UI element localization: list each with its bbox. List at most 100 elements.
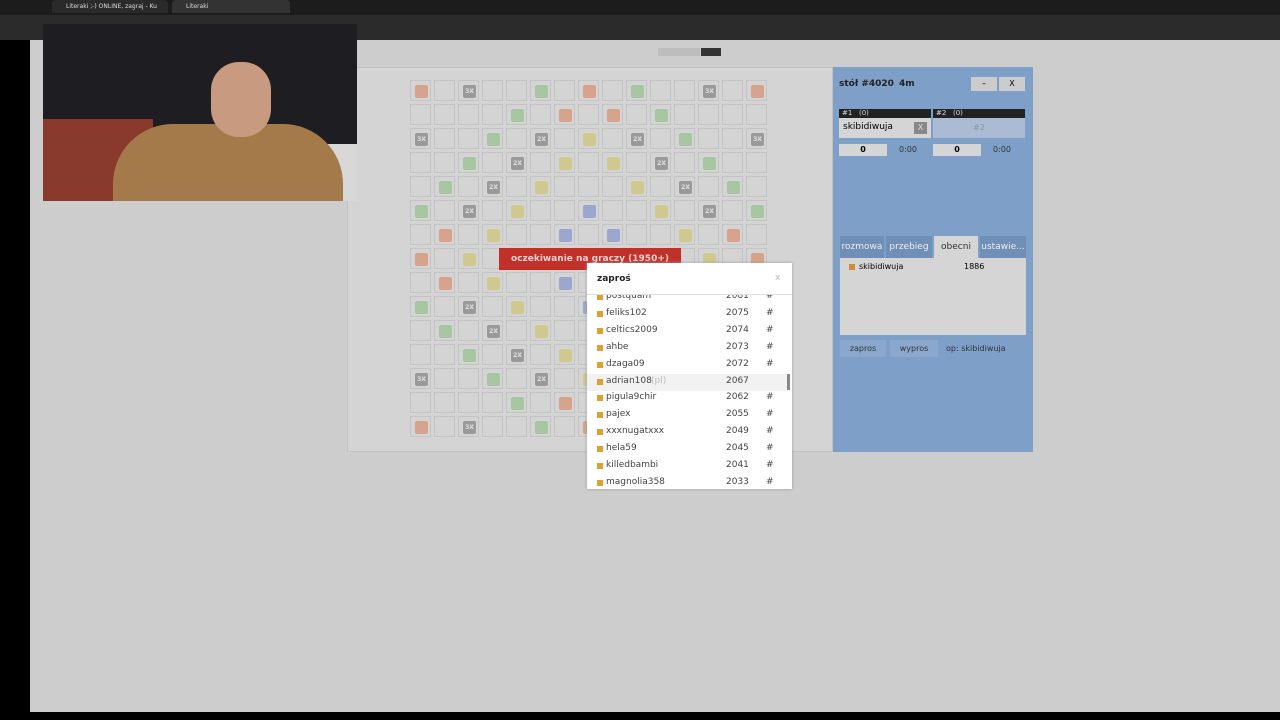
- premium-square: [535, 325, 548, 338]
- invite-row[interactable]: postquam 2081 #: [587, 295, 787, 306]
- panel-tab[interactable]: ustawie...: [980, 236, 1026, 258]
- left-edge: [0, 40, 30, 720]
- invite-dialog: zaproś x postquam 2081 # feliks102 2075 # celt…: [587, 263, 792, 489]
- premium-square: 3X: [751, 133, 764, 146]
- board-cell: 2X: [626, 128, 647, 149]
- board-cell: [698, 128, 719, 149]
- invite-row[interactable]: feliks102 2075 #: [587, 306, 787, 323]
- board-cell: [746, 104, 767, 125]
- board-cell: [578, 128, 599, 149]
- board-cell: [410, 104, 431, 125]
- invite-action[interactable]: #: [766, 307, 774, 318]
- board-cell: [674, 128, 695, 149]
- board-cell: [602, 128, 623, 149]
- user-name: adrian108: [606, 375, 652, 386]
- board-cell: [626, 80, 647, 101]
- board-cell: 2X: [530, 128, 551, 149]
- invite-action[interactable]: #: [766, 392, 774, 403]
- board-cell: [410, 416, 431, 437]
- premium-square: 3X: [415, 373, 428, 386]
- table-time: 4m: [899, 79, 915, 89]
- board-cell: [554, 296, 575, 317]
- invite-action[interactable]: #: [766, 341, 774, 352]
- invite-row[interactable]: xxxnugatxxx 2049 #: [587, 424, 787, 441]
- panel-tab[interactable]: przebieg: [886, 236, 932, 258]
- premium-square: [511, 205, 524, 218]
- invite-row[interactable]: ahbe 2073 #: [587, 340, 787, 357]
- premium-square: [463, 157, 476, 170]
- invite-action[interactable]: #: [766, 460, 774, 470]
- invite-row[interactable]: dzaga09 2072 #: [587, 357, 787, 374]
- user-rating: 2081: [726, 295, 749, 301]
- invite-action[interactable]: #: [766, 443, 774, 454]
- minimize-button[interactable]: –: [971, 77, 997, 91]
- invite-action[interactable]: #: [766, 295, 774, 301]
- board-cell: [698, 152, 719, 173]
- webcam-person: [113, 124, 343, 201]
- player-name[interactable]: #2: [933, 118, 1025, 138]
- browser-tab[interactable]: Literaki ;-) ONLINE, zagraj - Ku: [52, 0, 168, 13]
- dialog-title: zaproś: [597, 274, 631, 284]
- premium-square: [559, 229, 572, 242]
- kick-out-button[interactable]: wypros: [890, 340, 938, 357]
- invite-row[interactable]: celtics2009 2074 #: [587, 323, 787, 340]
- invite-row[interactable]: killedbambi 2041 #: [587, 458, 787, 475]
- board-cell: 3X: [458, 80, 479, 101]
- invite-action[interactable]: #: [766, 426, 774, 437]
- board-cell: [410, 272, 431, 293]
- invite-action[interactable]: #: [766, 324, 774, 335]
- premium-square: 2X: [631, 133, 644, 146]
- browser-tab[interactable]: Literaki: [172, 0, 290, 13]
- board-cell: [650, 224, 671, 245]
- close-button[interactable]: X: [999, 77, 1025, 91]
- user-name: pigula9chir: [606, 392, 657, 403]
- invite-action[interactable]: #: [766, 476, 774, 487]
- invite-row[interactable]: hela59 2045 #: [587, 441, 787, 458]
- board-cell: [674, 80, 695, 101]
- premium-square: [511, 301, 524, 314]
- premium-square: [559, 397, 572, 410]
- premium-square: 2X: [511, 349, 524, 362]
- board-cell: [458, 224, 479, 245]
- board-cell: [434, 296, 455, 317]
- board-cell: 2X: [458, 296, 479, 317]
- board-cell: [482, 392, 503, 413]
- dialog-close[interactable]: x: [775, 273, 781, 283]
- premium-square: [487, 133, 500, 146]
- invite-action[interactable]: #: [766, 409, 774, 420]
- invite-row[interactable]: magnolia358 2033 #: [587, 475, 787, 489]
- board-cell: [434, 344, 455, 365]
- board-cell: [722, 80, 743, 101]
- board-cell: [458, 152, 479, 173]
- premium-square: 2X: [463, 205, 476, 218]
- user-name[interactable]: skibidiwuja: [859, 262, 904, 271]
- player-score: 0: [839, 144, 887, 156]
- board-cell: [434, 128, 455, 149]
- user-name: postquam: [606, 295, 652, 301]
- premium-square: 2X: [487, 181, 500, 194]
- status-dot: [597, 463, 603, 469]
- board-cell: 2X: [506, 344, 527, 365]
- premium-square: [487, 373, 500, 386]
- panel-tab[interactable]: obecni: [934, 236, 978, 258]
- premium-square: [535, 421, 548, 434]
- invite-row[interactable]: pigula9chir 2062 #: [587, 390, 787, 407]
- board-cell: [722, 152, 743, 173]
- kick-button[interactable]: X: [914, 122, 927, 134]
- premium-square: [439, 229, 452, 242]
- tab-bar: Literaki ;-) ONLINE, zagraj - Ku Literak…: [0, 0, 1280, 15]
- invite-button[interactable]: zapros: [840, 340, 886, 357]
- invite-action[interactable]: #: [766, 358, 774, 369]
- panel-tab[interactable]: rozmowa: [840, 236, 884, 258]
- board-cell: [482, 344, 503, 365]
- board-cell: [482, 272, 503, 293]
- board-cell: [554, 152, 575, 173]
- invite-row[interactable]: pajex 2055 #: [587, 407, 787, 424]
- board-cell: [698, 104, 719, 125]
- board-cell: [410, 176, 431, 197]
- invite-row[interactable]: adrian108 (pl) 2067: [587, 373, 787, 391]
- board-cell: [410, 248, 431, 269]
- board-cell: [482, 104, 503, 125]
- board-cell: [554, 272, 575, 293]
- premium-square: [439, 277, 452, 290]
